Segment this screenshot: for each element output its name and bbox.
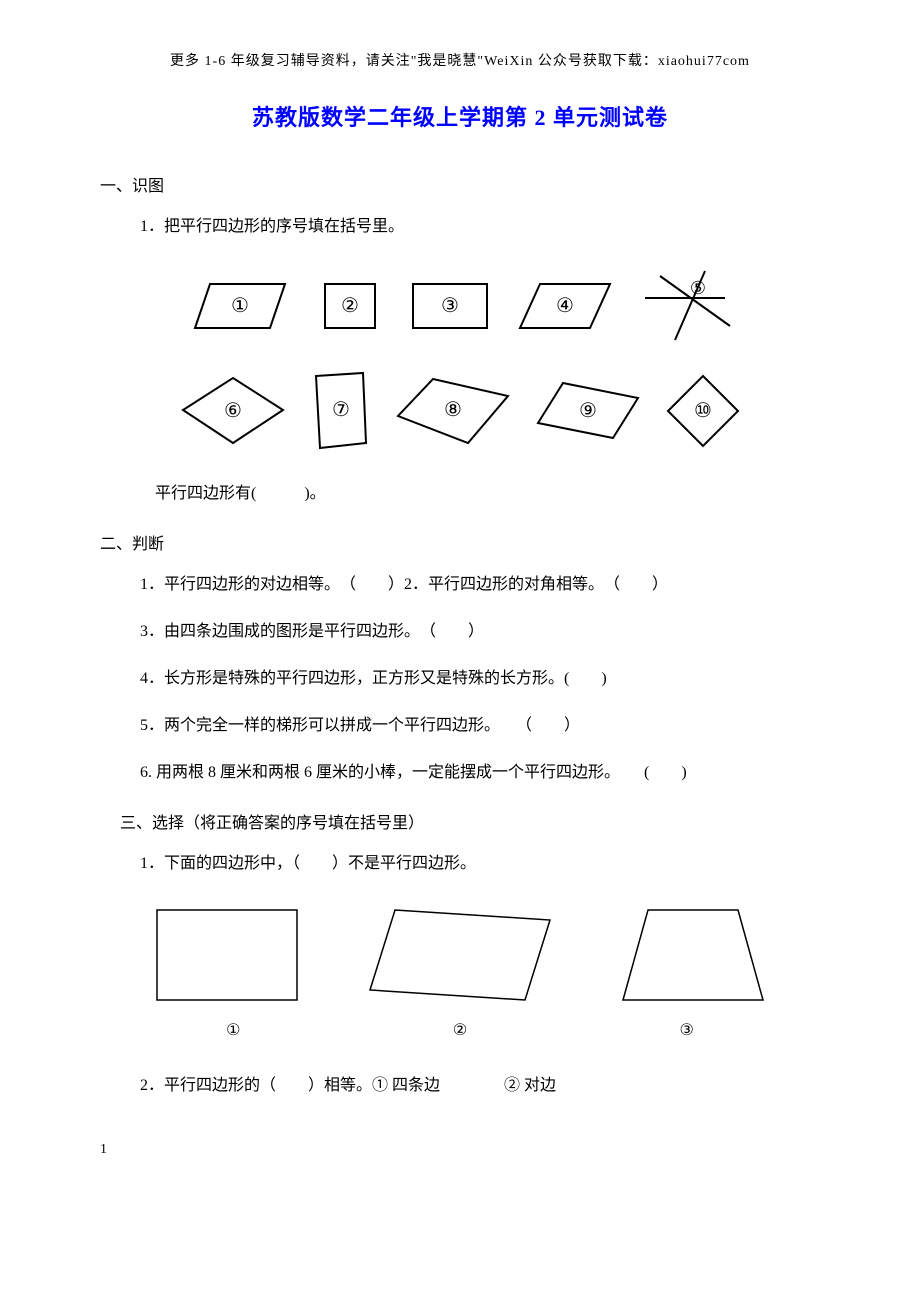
q1-answer-line: 平行四边形有( )。 [155, 478, 820, 510]
q1-intro: 1．把平行四边形的序号填在括号里。 [140, 211, 820, 243]
shape-label-6: ⑥ [224, 400, 242, 422]
shape-8-quadrilateral: ⑧ [393, 368, 513, 453]
choice-label-1: ① [226, 1020, 240, 1040]
shape-label-4: ④ [556, 295, 574, 317]
shape-3-rectangle: ③ [405, 268, 495, 343]
s2-item-3: 3．由四条边围成的图形是平行四边形。 （ ） [140, 616, 820, 648]
s2-item-4: 4．长方形是特殊的平行四边形，正方形又是特殊的长方形。( ) [140, 663, 820, 695]
shape-6-rhombus: ⑥ [178, 368, 288, 453]
choice-shape-2-parallelogram [365, 905, 555, 1010]
section-1-heading: 一、识图 [100, 172, 820, 196]
shapes-row-2: ⑥ ⑦ ⑧ ⑨ ⑩ [100, 368, 820, 453]
section-3-heading: 三、选择（将正确答案的序号填在括号里） [120, 809, 820, 833]
s3-q1-labels: ① ② ③ [120, 1020, 800, 1040]
shape-9-parallelogram: ⑨ [533, 368, 643, 453]
shape-label-9: ⑨ [579, 400, 597, 422]
shape-7-quadrilateral: ⑦ [308, 368, 373, 453]
s3-q1: 1．下面的四边形中，（ ）不是平行四边形。 [140, 848, 820, 880]
shape-label-1: ① [231, 295, 249, 317]
shape-label-7: ⑦ [332, 399, 350, 421]
page-number: 1 [100, 1142, 820, 1158]
s3-q1-shapes [120, 905, 800, 1010]
shapes-row-1: ① ② ③ ④ [100, 268, 820, 343]
shape-10-diamond: ⑩ [663, 368, 743, 453]
shape-label-2: ② [341, 295, 359, 317]
choice-label-2: ② [453, 1020, 467, 1040]
shape-4-parallelogram: ④ [515, 268, 615, 343]
s2-item-6: 6. 用两根 8 厘米和两根 6 厘米的小棒，一定能摆成一个平行四边形。 ( ) [140, 757, 820, 789]
shape-label-10: ⑩ [694, 400, 712, 422]
shape-1-trapezoid: ① [185, 268, 295, 343]
shape-2-rectangle: ② [315, 268, 385, 343]
doc-title: 苏教版数学二年级上学期第 2 单元测试卷 [100, 100, 820, 132]
s2-item-5: 5．两个完全一样的梯形可以拼成一个平行四边形。 （ ） [140, 710, 820, 742]
s3-q2: 2．平行四边形的（ ）相等。① 四条边 ② 对边 [140, 1070, 820, 1102]
section-2-heading: 二、判断 [100, 530, 820, 554]
s2-item-1: 1．平行四边形的对边相等。 （ ）2．平行四边形的对角相等。 （ ） [140, 569, 820, 601]
choice-label-3: ③ [679, 1020, 693, 1040]
shape-label-8: ⑧ [444, 399, 462, 421]
shape-5-triangle: ⑤ [635, 268, 735, 343]
shape-label-3: ③ [441, 295, 459, 317]
choice-shape-1-rectangle [152, 905, 302, 1010]
shape-label-5: ⑤ [690, 278, 706, 298]
page-header: 更多 1-6 年级复习辅导资料，请关注"我是晓慧"WeiXin 公众号获取下载：… [100, 50, 820, 70]
choice-shape-3-trapezoid [618, 905, 768, 1010]
